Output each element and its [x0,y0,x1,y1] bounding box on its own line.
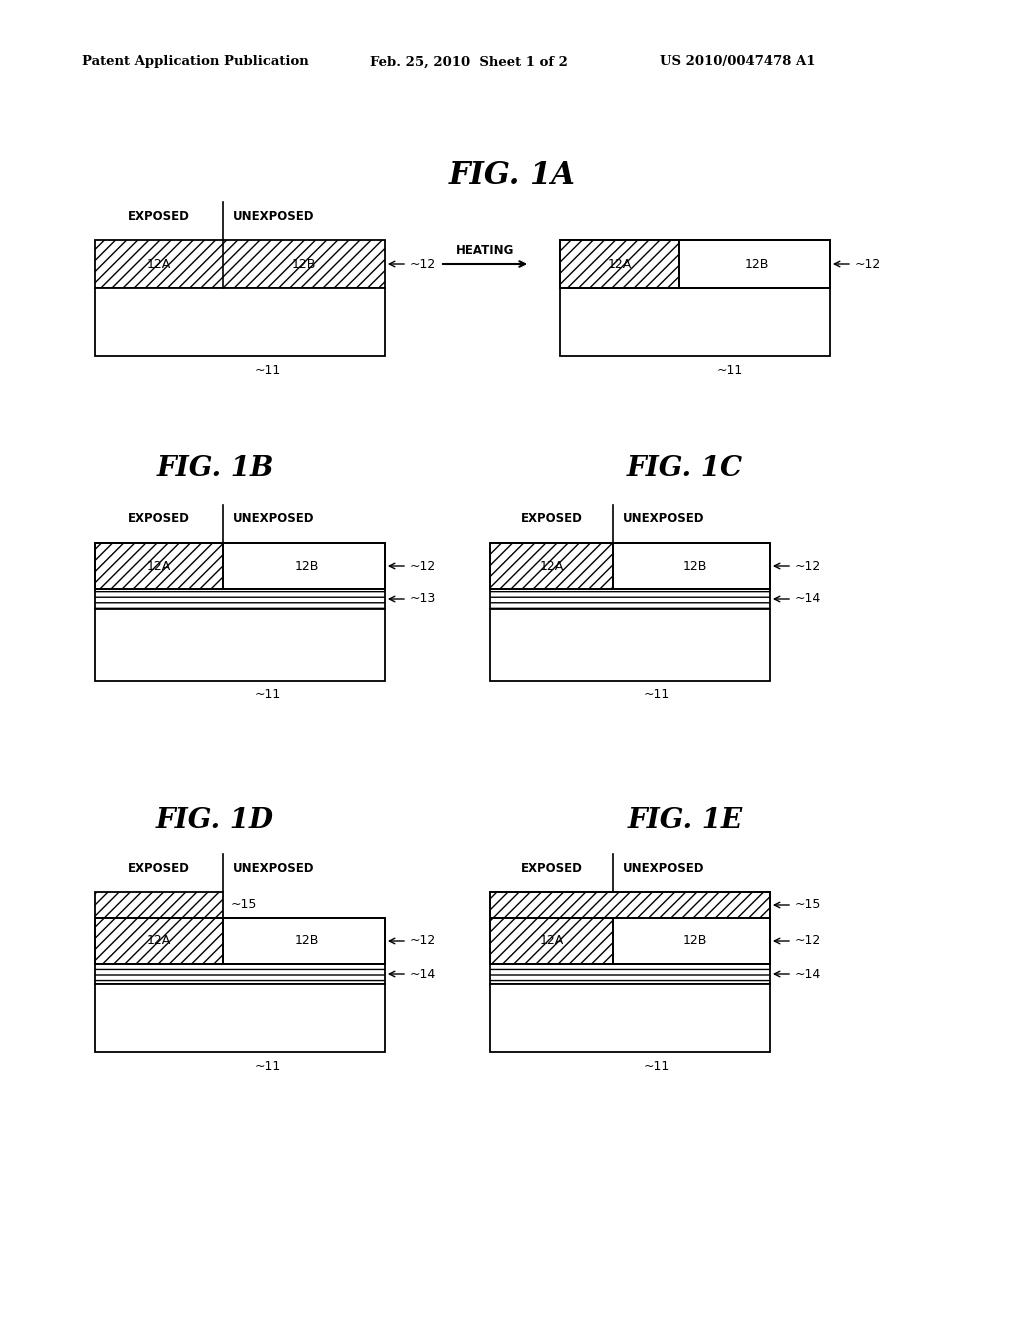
Text: 12B: 12B [295,560,318,573]
Text: 12A: 12A [146,257,171,271]
Bar [222,543,385,589]
Text: 12A: 12A [540,935,564,948]
Text: ~14: ~14 [410,968,436,981]
Text: ~12: ~12 [795,560,821,573]
Bar [95,609,385,681]
Bar [95,892,222,917]
Text: EXPOSED: EXPOSED [128,862,189,874]
Text: HEATING: HEATING [456,244,514,257]
Text: ~14: ~14 [795,968,821,981]
Text: FIG. 1A: FIG. 1A [449,160,575,190]
Text: ~12: ~12 [795,935,821,948]
Text: FIG. 1E: FIG. 1E [628,807,742,833]
Bar [95,983,385,1052]
Text: ~11: ~11 [717,363,742,376]
Bar [490,917,770,964]
Bar [95,917,222,964]
Text: ~11: ~11 [644,689,671,701]
Text: EXPOSED: EXPOSED [520,862,583,874]
Text: 12A: 12A [146,935,171,948]
Bar [95,589,385,609]
Bar [95,543,222,589]
Text: UNEXPOSED: UNEXPOSED [232,512,314,525]
Text: UNEXPOSED: UNEXPOSED [624,512,705,525]
Bar [613,917,770,964]
Text: 12B: 12B [292,257,316,271]
Bar [95,917,385,964]
Text: ~12: ~12 [410,560,436,573]
Bar [490,543,613,589]
Text: 12B: 12B [744,257,769,271]
Text: UNEXPOSED: UNEXPOSED [232,210,314,223]
Text: ~11: ~11 [255,1060,281,1072]
Text: UNEXPOSED: UNEXPOSED [624,862,705,874]
Bar [95,543,385,589]
Bar [95,288,385,356]
Bar [560,288,830,356]
Bar [490,983,770,1052]
Text: ~14: ~14 [795,593,821,606]
Bar [95,240,385,288]
Text: US 2010/0047478 A1: US 2010/0047478 A1 [660,55,815,69]
Text: ~11: ~11 [255,689,281,701]
Bar [560,240,830,288]
Text: ~15: ~15 [795,899,821,912]
Bar [490,964,770,983]
Bar [490,589,770,609]
Text: FIG. 1B: FIG. 1B [157,454,273,482]
Bar [490,892,770,917]
Text: 12A: 12A [146,560,171,573]
Text: ~12: ~12 [410,935,436,948]
Text: 12B: 12B [682,935,707,948]
Text: FIG. 1D: FIG. 1D [156,807,274,833]
Bar [613,543,770,589]
Text: Patent Application Publication: Patent Application Publication [82,55,309,69]
Text: ~12: ~12 [855,257,882,271]
Text: ~11: ~11 [644,1060,671,1072]
Text: EXPOSED: EXPOSED [128,210,189,223]
Text: FIG. 1C: FIG. 1C [627,454,743,482]
Text: 12A: 12A [540,560,564,573]
Text: 12B: 12B [295,935,318,948]
Bar [95,964,385,983]
Text: EXPOSED: EXPOSED [520,512,583,525]
Bar [560,240,679,288]
Text: Feb. 25, 2010  Sheet 1 of 2: Feb. 25, 2010 Sheet 1 of 2 [370,55,568,69]
Bar [490,543,770,589]
Bar [490,917,613,964]
Bar [490,892,770,917]
Text: ~15: ~15 [230,899,257,912]
Text: UNEXPOSED: UNEXPOSED [232,862,314,874]
Text: ~11: ~11 [255,363,281,376]
Text: ~12: ~12 [410,257,436,271]
Text: 12B: 12B [682,560,707,573]
Bar [222,917,385,964]
Bar [490,609,770,681]
Text: 12A: 12A [607,257,632,271]
Text: EXPOSED: EXPOSED [128,512,189,525]
Bar [679,240,830,288]
Text: ~13: ~13 [410,593,436,606]
